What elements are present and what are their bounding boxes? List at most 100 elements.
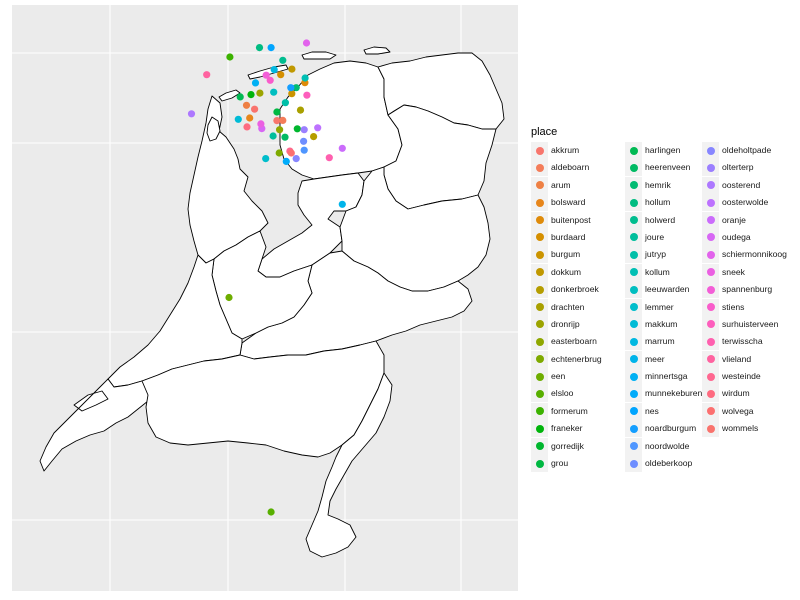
legend-label: spannenburg xyxy=(722,284,773,295)
legend-key xyxy=(625,228,642,246)
legend-key xyxy=(625,281,642,299)
legend-label: akkrum xyxy=(551,145,580,155)
legend-label: schiermonnikoog xyxy=(722,249,787,260)
legend-key xyxy=(625,368,642,386)
legend-dot xyxy=(629,285,638,294)
legend-label: oldeberkoop xyxy=(645,458,693,469)
legend-dot xyxy=(535,146,544,155)
legend-label: holwerd xyxy=(645,214,676,225)
province-limburg xyxy=(305,372,393,558)
legend-dot xyxy=(535,424,544,433)
legend-key xyxy=(531,281,548,299)
legend-label: leeuwarden xyxy=(645,284,690,295)
point-marrum xyxy=(270,66,278,74)
legend-key xyxy=(531,315,548,333)
legend-label: noardburgum xyxy=(645,423,697,434)
point-franeker xyxy=(247,91,255,99)
legend-key xyxy=(702,385,719,403)
island-ameland xyxy=(301,51,337,60)
point-noardburgum xyxy=(287,84,295,92)
legend-key xyxy=(625,402,642,420)
point-oranje xyxy=(338,144,346,152)
legend-dot xyxy=(629,233,638,242)
legend-label: donkerbroek xyxy=(551,284,599,295)
legend-dot xyxy=(706,355,715,364)
legend-label: burgum xyxy=(551,249,581,260)
point-jutryp xyxy=(281,99,289,107)
legend-label: meer xyxy=(645,353,665,364)
legend-dot xyxy=(629,424,638,433)
legend-label: sneek xyxy=(722,266,745,277)
point-munnekeburen xyxy=(282,157,290,165)
legend-dot xyxy=(629,372,638,381)
point-burdaard xyxy=(277,71,285,79)
point-dokkum xyxy=(288,65,296,73)
legend-dot xyxy=(629,459,638,468)
legend-dot xyxy=(706,233,715,242)
legend-dot xyxy=(629,146,638,155)
legend-key xyxy=(702,228,719,246)
point-surhuisterveen xyxy=(303,91,311,99)
point-burgum xyxy=(288,90,296,98)
point-oldeberkoop xyxy=(300,137,308,145)
point-leeuwarden xyxy=(270,88,278,96)
point-schiermonnikoog xyxy=(302,39,311,47)
legend-dot xyxy=(535,337,544,346)
legend-label: wirdum xyxy=(722,388,750,399)
legend-label: stiens xyxy=(722,301,745,312)
legend-dot xyxy=(535,198,544,207)
legend-dot xyxy=(629,250,638,259)
legend-dot xyxy=(706,198,715,207)
legend-label: gorredijk xyxy=(551,440,584,451)
legend-key xyxy=(625,142,642,159)
province-boundaries xyxy=(39,46,505,558)
point-een xyxy=(225,293,233,302)
legend-label: hollum xyxy=(645,197,671,208)
legend-key xyxy=(531,194,548,212)
legend-key xyxy=(625,437,642,455)
legend-key xyxy=(702,350,719,368)
island-schiermonnikoog xyxy=(363,46,391,55)
point-elsloo xyxy=(267,508,275,516)
point-easterboarn xyxy=(276,126,284,134)
point-aldeboarn xyxy=(279,116,287,124)
legend-key xyxy=(531,142,548,159)
legend-dot xyxy=(706,337,715,346)
legend-label: oldeholtpade xyxy=(722,145,772,155)
legend-key xyxy=(531,385,548,403)
point-olterterp xyxy=(300,126,308,134)
legend-dot xyxy=(706,268,715,277)
point-wommels xyxy=(251,105,259,113)
legend-key xyxy=(531,437,548,455)
point-arum xyxy=(242,101,251,109)
legend-key xyxy=(702,211,719,229)
legend-label: drachten xyxy=(551,301,585,312)
legend-dot xyxy=(535,181,544,190)
point-grou xyxy=(273,108,281,116)
legend-key xyxy=(702,263,719,281)
legend-label: buitenpost xyxy=(551,214,591,225)
legend-dot xyxy=(629,442,638,451)
legend-key xyxy=(531,402,548,420)
legend-key xyxy=(702,281,719,299)
legend-dot xyxy=(706,372,715,381)
legend-label: oranje xyxy=(722,214,746,225)
point-holwerd xyxy=(279,56,287,64)
legend-label: arum xyxy=(551,179,571,190)
point-terwisscha xyxy=(325,154,333,162)
legend-key xyxy=(702,315,719,333)
island-vlieland xyxy=(218,89,241,102)
legend-label: franeker xyxy=(551,423,583,434)
legend-dot xyxy=(629,355,638,364)
legend-key xyxy=(531,246,548,264)
legend-label: echtenerbrug xyxy=(551,353,602,364)
point-drachten xyxy=(296,106,305,114)
legend-label: westeinde xyxy=(722,371,761,382)
point-oosterwolde xyxy=(314,124,322,132)
legend-dot xyxy=(535,250,544,259)
point-makkum xyxy=(234,115,242,123)
legend-label: munnekeburen xyxy=(645,388,703,399)
legend-key xyxy=(625,246,642,264)
legend-dot xyxy=(706,407,715,416)
legend-key xyxy=(531,176,548,194)
